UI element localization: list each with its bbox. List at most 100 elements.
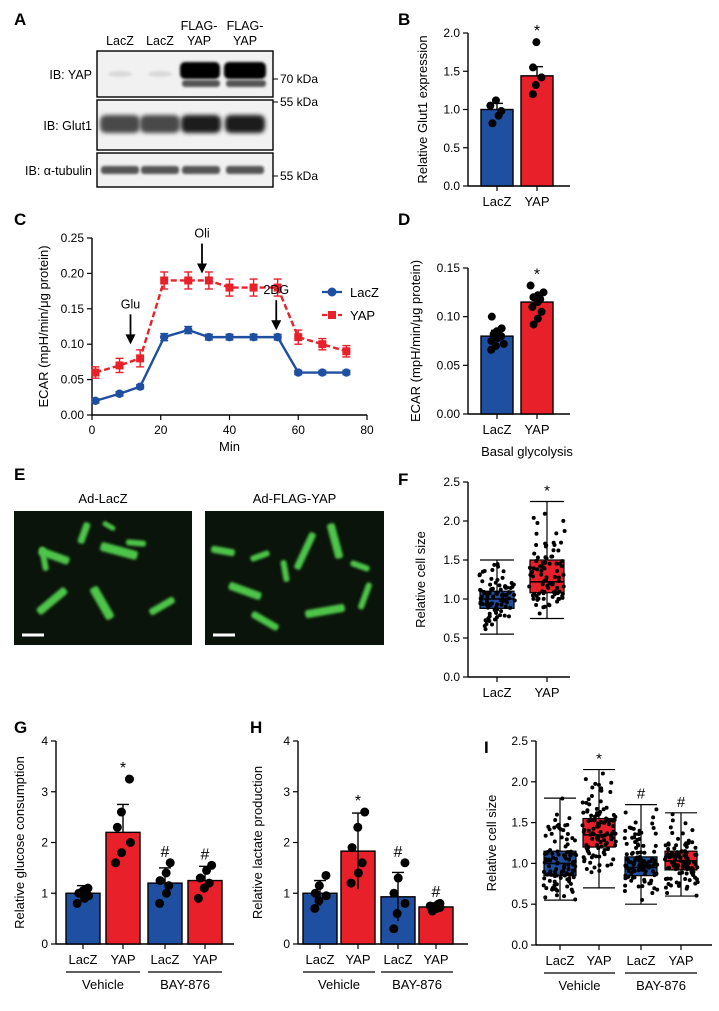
data-point [557,596,562,601]
data-point [480,569,485,574]
data-point [690,828,695,833]
data-point [636,884,641,889]
data-point [542,876,547,881]
data-point [585,808,590,813]
blot-band [224,62,266,79]
data-point [184,276,193,285]
data-point [684,852,689,857]
lane-label: YAP [187,34,211,48]
data-point [604,805,609,810]
data-point [544,556,549,561]
x-tick-label: YAP [192,952,217,967]
arrow-head [271,320,282,331]
data-point [694,852,699,857]
data-point [613,839,618,844]
blot-band [140,115,180,133]
data-point [687,878,692,883]
data-point [542,869,547,874]
data-point [225,332,234,342]
panel-c: 0.00 0.05 0.10 0.15 0.20 0.25 0 20 40 60 80 Min ECAR… [36,227,379,454]
y-tick-label: 3 [41,785,48,799]
y-tick-label: 0.05 [437,358,461,372]
data-point [294,333,303,342]
y-axis-label: Relative Glut1 expression [415,35,430,183]
data-point [650,821,655,826]
data-point [568,849,573,854]
data-point [610,831,615,836]
data-point [560,591,565,596]
data-point [489,601,494,606]
y-tick-label: 2.0 [511,775,528,789]
data-point [624,852,629,857]
data-point [654,807,659,812]
group-label: Vehicle [559,978,601,993]
x-tick-label: LacZ [69,952,98,967]
data-point [589,870,594,875]
significance-mark: # [432,884,441,901]
data-point [562,529,567,534]
data-point [532,551,537,556]
data-point [499,609,504,614]
data-point [111,858,121,868]
cardiomyocyte-cell [251,611,279,631]
data-point [589,813,594,818]
data-point [683,876,688,881]
data-point [561,518,566,523]
significance-mark: * [534,267,540,284]
data-point [594,835,599,840]
x-tick-label: YAP [524,422,549,437]
data-point [552,574,557,579]
data-point [683,842,688,847]
bar [480,108,514,187]
x-tick-label: LacZ [483,422,512,437]
data-point [497,613,502,618]
data-point [490,568,495,573]
data-point [663,843,668,848]
y-axis-label: Relative cell size [484,795,499,892]
blot-band [182,166,220,174]
data-point [623,883,628,888]
data-point [486,101,495,110]
data-point [347,843,357,853]
x-tick-label: 80 [360,423,374,437]
data-point [249,283,258,292]
y-tick-label: 0 [41,937,48,951]
data-point [511,592,516,597]
data-point [674,843,679,848]
data-point [549,831,554,836]
y-tick-label: 0.20 [61,266,85,280]
y-tick-label: 4 [41,734,48,748]
x-tick-label: LacZ [483,194,512,209]
y-tick-label: 1.5 [443,553,460,567]
y-tick-label: 1 [41,886,48,900]
data-point [556,579,561,584]
data-point [400,898,410,908]
data-point [489,576,494,581]
cardiomyocyte-cell [125,539,147,547]
data-point [640,884,645,889]
data-point [680,870,685,875]
data-point [506,596,511,601]
data-point [663,855,668,860]
data-point [509,581,514,586]
data-point [581,810,586,815]
data-point [83,883,93,893]
data-point [655,887,660,892]
data-point [600,771,605,776]
data-point [638,850,643,855]
data-point [488,119,497,128]
data-point [318,368,327,377]
data-point [195,873,205,883]
data-point [489,622,494,627]
data-point [554,893,559,898]
blot-band [148,71,172,77]
data-point [587,851,592,856]
data-point [665,852,670,857]
blot-band [226,80,266,87]
data-point [690,872,695,877]
data-point [635,850,640,855]
y-tick-label: 0.00 [61,408,85,422]
data-point [499,339,508,348]
data-point [501,569,506,574]
